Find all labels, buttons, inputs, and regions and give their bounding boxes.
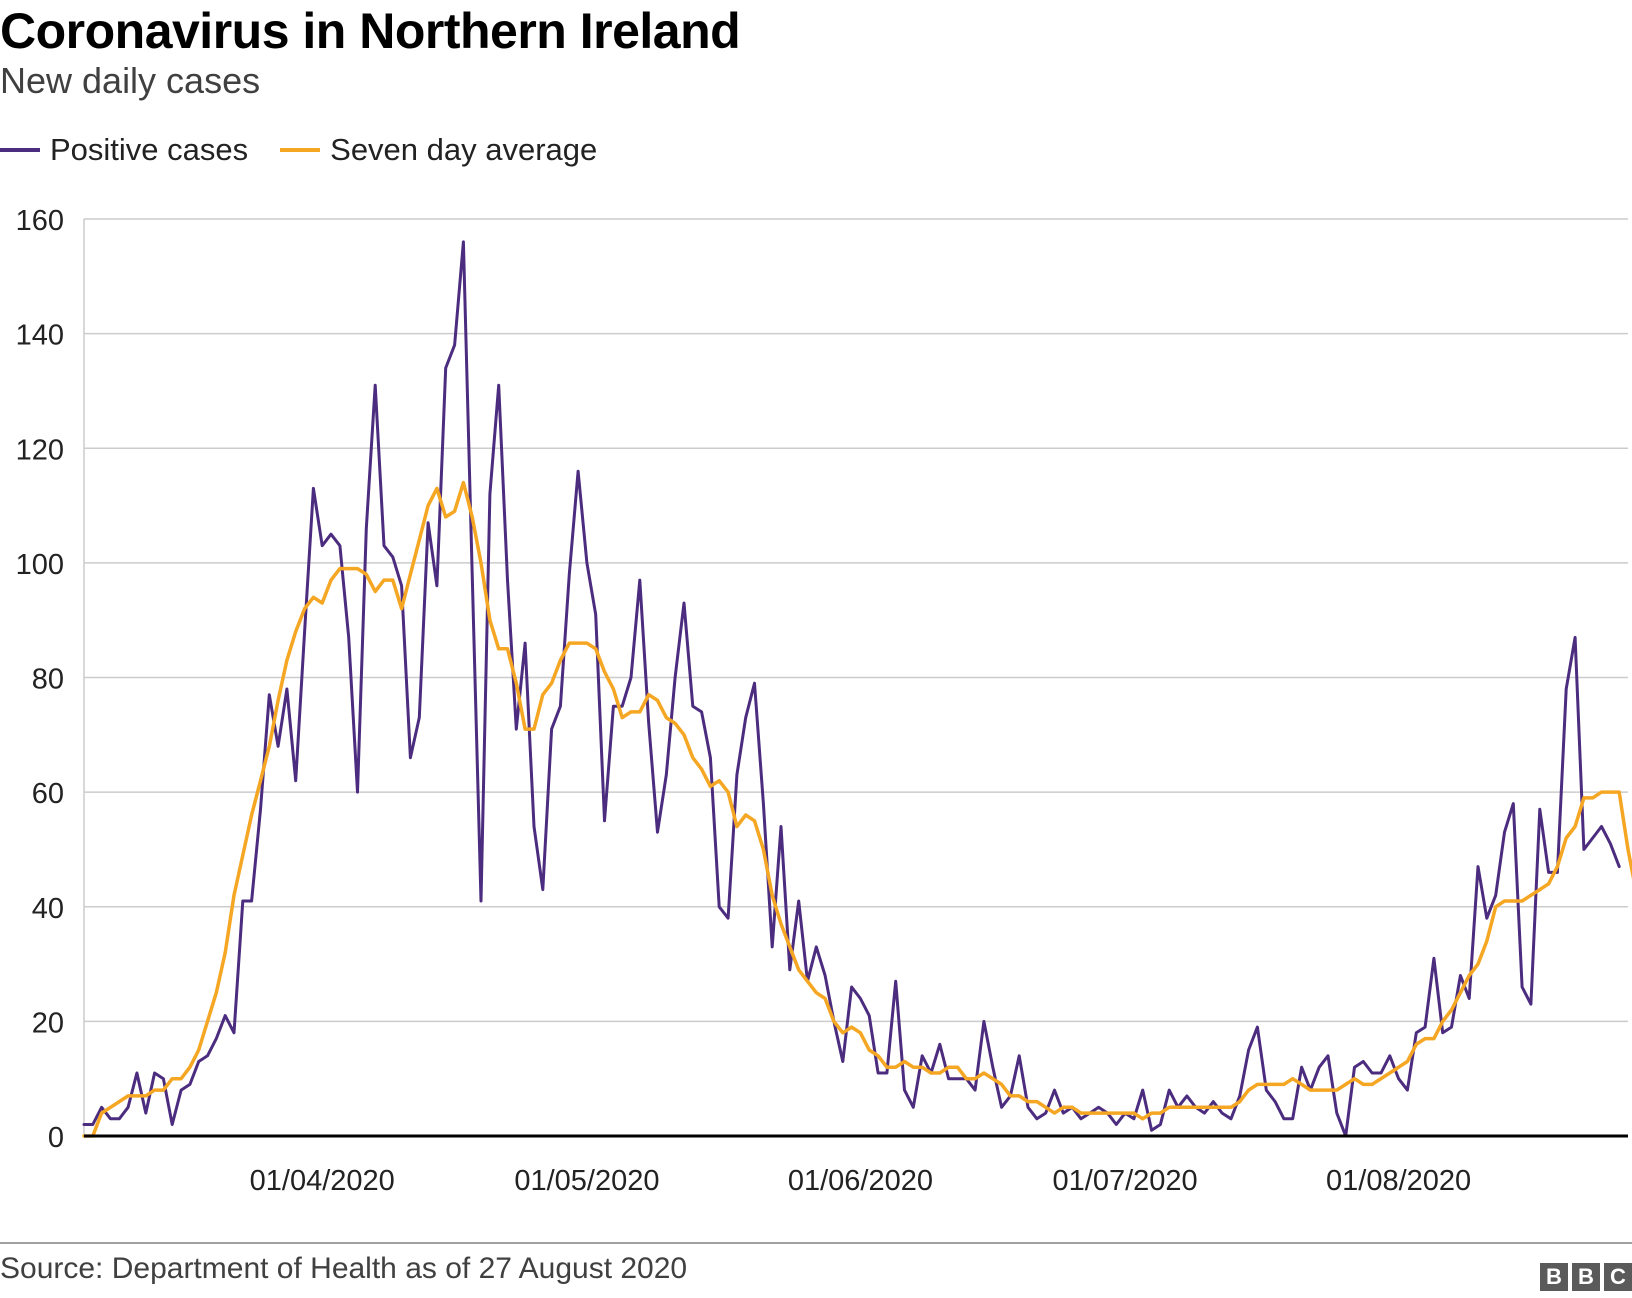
bbc-logo-letter: B <box>1540 1263 1568 1291</box>
chart-subtitle: New daily cases <box>0 60 261 101</box>
line-chart: 0 20 40 60 80 100 120 140 160 01/04/2020 01/05/202… <box>16 205 1632 1197</box>
bbc-logo-letter: C <box>1604 1263 1632 1291</box>
legend-swatch-seven-day-average <box>280 148 321 152</box>
source-note: Source: Department of Health as of 27 Au… <box>0 1252 688 1285</box>
x-tick-label: 01/05/2020 <box>514 1165 659 1197</box>
footer-divider <box>0 1242 1632 1244</box>
legend-item-seven-day-average: Seven day average <box>280 132 597 168</box>
y-tick-label: 60 <box>32 778 64 810</box>
y-tick-label: 100 <box>16 549 64 581</box>
bbc-logo-letter: B <box>1572 1263 1600 1291</box>
y-tick-label: 0 <box>48 1122 64 1154</box>
x-tick-label: 01/08/2020 <box>1326 1165 1471 1197</box>
y-tick-label: 120 <box>16 434 64 466</box>
series-line-seven-day-average <box>82 480 1632 1138</box>
bbc-logo: B B C <box>1536 1263 1632 1291</box>
legend-label-seven-day-average: Seven day average <box>330 132 598 167</box>
legend: Positive cases Seven day average <box>0 132 629 168</box>
y-tick-label: 80 <box>32 664 64 696</box>
legend-swatch-positive-cases <box>0 148 40 152</box>
series-line-positive-cases <box>82 240 1621 1138</box>
x-tick-label: 01/04/2020 <box>250 1165 395 1197</box>
y-tick-label: 140 <box>16 320 64 352</box>
y-tick-label: 40 <box>32 893 64 925</box>
legend-item-positive-cases: Positive cases <box>0 132 248 168</box>
x-tick-label: 01/07/2020 <box>1053 1165 1198 1197</box>
chart-title: Coronavirus in Northern Ireland <box>0 3 741 59</box>
legend-label-positive-cases: Positive cases <box>50 132 249 167</box>
y-tick-label: 160 <box>16 205 64 237</box>
x-tick-label: 01/06/2020 <box>788 1165 933 1197</box>
y-tick-label: 20 <box>32 1007 64 1039</box>
